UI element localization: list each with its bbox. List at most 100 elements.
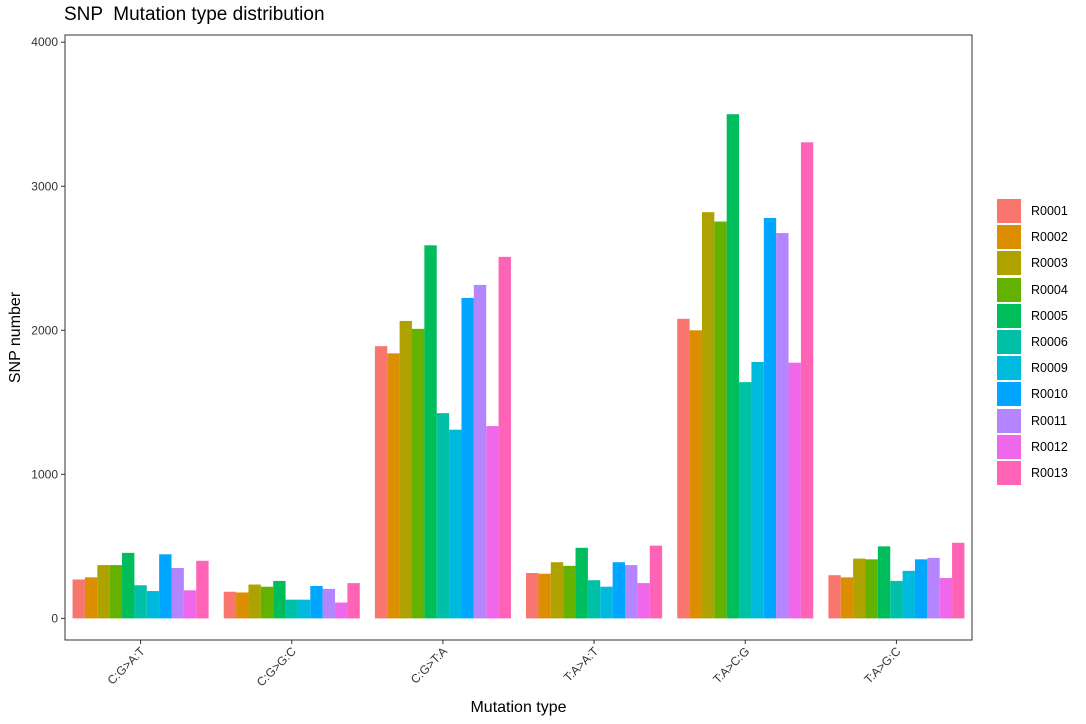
legend-item-R0013: R0013	[997, 460, 1068, 486]
legend-swatch	[997, 382, 1021, 407]
bar-R0013-C:G>T:A	[498, 256, 511, 619]
legend: R0001 R0002 R0003 R0004 R0005 R0006 R0009 R0010…	[997, 198, 1068, 486]
legend-swatch	[997, 460, 1021, 485]
legend-label: R0003	[1031, 256, 1068, 271]
bar-R0005-C:G>A:T	[122, 552, 135, 619]
bar-R0001-C:G>G:C	[223, 591, 237, 619]
bar-R0011-T:A>A:T	[625, 565, 638, 619]
legend-item-R0005: R0005	[997, 303, 1068, 329]
bar-R0006-C:G>A:T	[134, 585, 147, 619]
bar-R0001-T:A>A:T	[526, 573, 539, 619]
bar-R0011-C:G>A:T	[171, 567, 184, 619]
bar-R0004-C:G>T:A	[411, 328, 425, 619]
bar-R0012-C:G>T:A	[486, 426, 499, 619]
bar-R0001-T:A>C:G	[677, 318, 690, 619]
bar-R0005-T:A>C:G	[726, 114, 740, 619]
legend-label: R0005	[1031, 308, 1068, 323]
bar-R0009-C:G>G:C	[297, 599, 311, 619]
legend-swatch	[997, 356, 1021, 381]
x-axis: C:G>A:T C:G>G:C C:G>T:A T:A>A:T T:A>C:G T:A>G…	[105, 640, 904, 689]
legend-item-R0006: R0006	[997, 329, 1068, 355]
bar-R0006-C:G>G:C	[285, 599, 298, 619]
bar-R0005-C:G>G:C	[273, 580, 286, 619]
bar-R0005-T:A>G:C	[877, 546, 891, 619]
bar-R0010-C:G>A:T	[159, 554, 172, 619]
bar-R0004-T:A>A:T	[563, 565, 576, 619]
bar-R0004-T:A>C:G	[714, 221, 727, 619]
legend-item-R0001: R0001	[997, 198, 1068, 224]
bar-R0003-C:G>A:T	[97, 565, 110, 619]
bar-R0002-C:G>T:A	[387, 353, 400, 619]
bar-R0006-C:G>T:A	[436, 413, 450, 619]
legend-item-R0012: R0012	[997, 434, 1068, 460]
bar-R0001-C:G>A:T	[72, 579, 85, 619]
bar-R0010-T:A>A:T	[612, 562, 626, 619]
y-tick-label: 2000	[31, 323, 58, 337]
x-axis-title: Mutation type	[470, 699, 566, 716]
x-tick-label: C:G>A:T	[105, 644, 149, 688]
bar-R0009-T:A>G:C	[902, 570, 915, 619]
bar-R0002-T:A>A:T	[538, 573, 551, 619]
bar-R0003-T:A>G:C	[853, 558, 866, 619]
legend-item-R0009: R0009	[997, 355, 1068, 381]
bar-R0012-T:A>G:C	[939, 578, 953, 619]
legend-swatch	[997, 251, 1021, 276]
bar-R0003-C:G>G:C	[248, 584, 261, 619]
legend-label: R0004	[1031, 282, 1068, 297]
bar-R0010-C:G>T:A	[461, 297, 474, 619]
legend-label: R0012	[1031, 439, 1068, 454]
y-tick-label: 0	[51, 611, 58, 625]
legend-item-R0010: R0010	[997, 381, 1068, 407]
bar-R0001-T:A>G:C	[828, 575, 841, 619]
bar-R0001-C:G>T:A	[374, 346, 388, 619]
y-tick-label: 3000	[31, 179, 58, 193]
bar-R0012-T:A>C:G	[788, 362, 801, 619]
bar-R0004-C:G>G:C	[260, 586, 274, 619]
x-tick-label: T:A>A:T	[561, 644, 602, 685]
x-tick-label: C:G>G:C	[254, 644, 299, 689]
bar-R0006-T:A>A:T	[587, 580, 601, 619]
legend-label: R0006	[1031, 335, 1068, 350]
legend-item-R0003: R0003	[997, 250, 1068, 276]
bar-R0012-C:G>G:C	[335, 602, 348, 619]
bar-R0009-C:G>A:T	[146, 591, 160, 619]
plot-panel-border	[64, 34, 973, 641]
y-axis-title: SNP number	[7, 291, 24, 383]
bar-R0002-T:A>C:G	[689, 330, 702, 619]
bar-R0013-T:A>G:C	[952, 542, 965, 619]
bars-group	[72, 114, 965, 619]
legend-label: R0013	[1031, 465, 1068, 480]
bar-R0002-C:G>A:T	[84, 577, 98, 619]
bar-R0011-T:A>C:G	[776, 233, 789, 619]
legend-label: R0011	[1031, 413, 1067, 428]
bar-R0012-C:G>A:T	[183, 590, 197, 619]
chart-title: SNP Mutation type distribution	[64, 4, 325, 25]
legend-swatch	[997, 408, 1021, 433]
legend-swatch	[997, 277, 1021, 302]
bar-R0005-C:G>T:A	[424, 245, 437, 619]
bar-R0003-C:G>T:A	[399, 320, 412, 619]
bar-R0010-T:A>G:C	[914, 559, 928, 619]
bar-R0002-T:A>G:C	[840, 577, 854, 619]
bar-R0011-C:G>G:C	[322, 588, 336, 619]
legend-item-R0011: R0011	[997, 408, 1068, 434]
legend-swatch	[997, 225, 1021, 250]
legend-swatch	[997, 434, 1021, 459]
y-tick-label: 4000	[31, 35, 58, 49]
bar-R0003-T:A>C:G	[701, 212, 715, 619]
bar-R0003-T:A>A:T	[550, 562, 564, 619]
bar-R0006-T:A>C:G	[739, 382, 752, 619]
bar-R0013-T:A>A:T	[649, 545, 663, 619]
bar-R0011-T:A>G:C	[927, 557, 940, 619]
bar-R0010-C:G>G:C	[310, 585, 323, 619]
legend-swatch	[997, 199, 1021, 224]
y-axis: 0 1000 2000 3000 4000	[31, 35, 65, 625]
legend-label: R0010	[1031, 387, 1068, 402]
y-tick-label: 1000	[31, 467, 58, 481]
x-tick-label: C:G>T:A	[408, 644, 450, 686]
bar-R0004-T:A>G:C	[865, 559, 878, 619]
x-tick-label: T:A>C:G	[710, 644, 752, 686]
bar-R0006-T:A>G:C	[890, 580, 903, 619]
bar-R0010-T:A>C:G	[763, 217, 777, 619]
